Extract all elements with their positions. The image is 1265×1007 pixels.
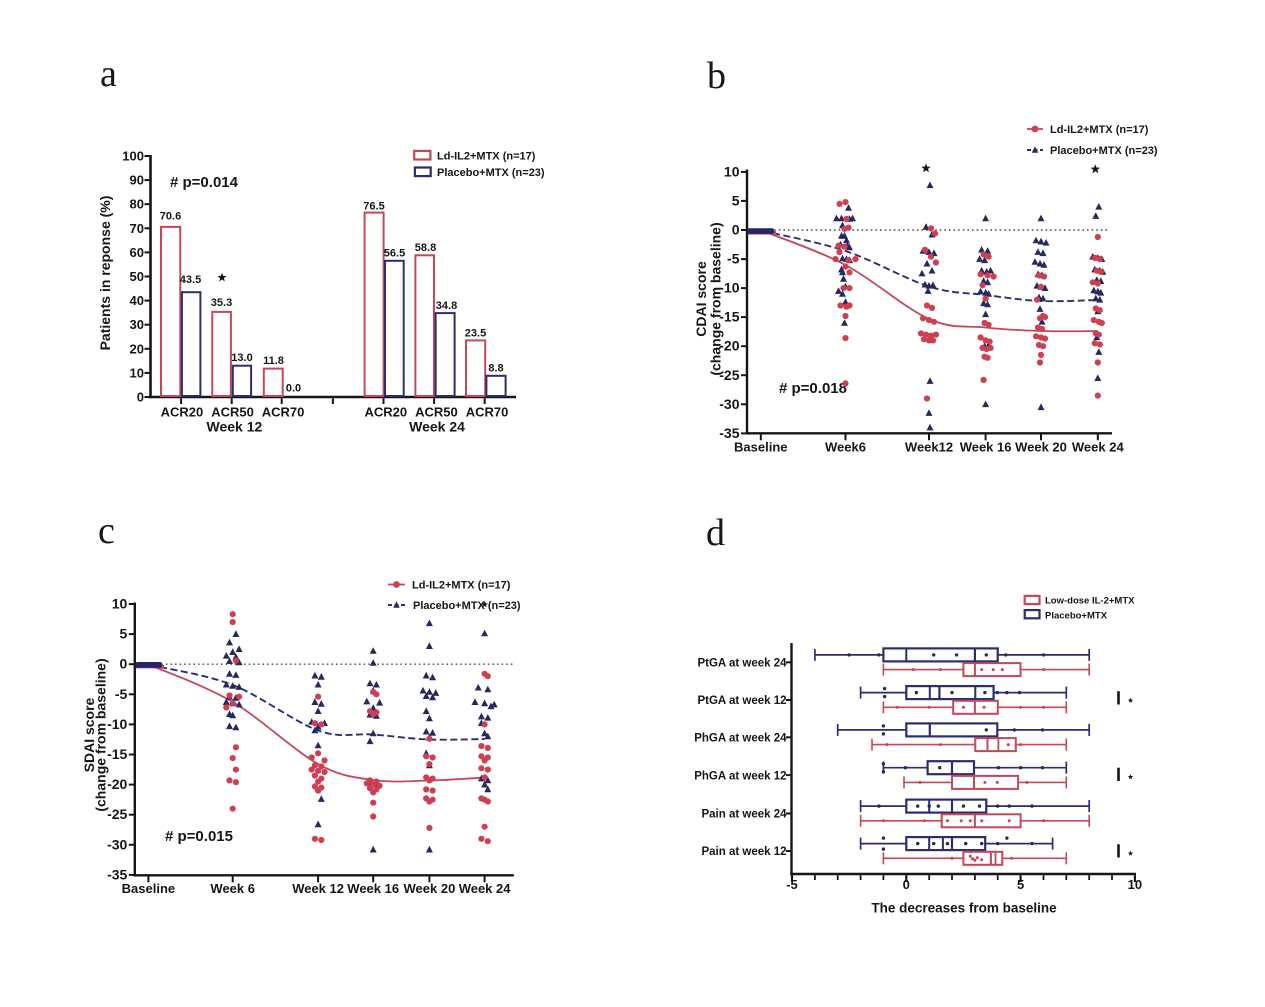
svg-text:Week 24: Week 24 — [1072, 440, 1125, 455]
svg-text:20: 20 — [130, 341, 144, 356]
svg-text:Placebo+MTX (n=23): Placebo+MTX (n=23) — [1050, 145, 1158, 157]
svg-text:0.0: 0.0 — [286, 383, 301, 395]
svg-text:Placebo+MTX (n=23): Placebo+MTX (n=23) — [437, 167, 545, 179]
svg-text:5: 5 — [120, 626, 128, 642]
svg-text:ACR20: ACR20 — [364, 405, 407, 420]
svg-text:# p=0.014: # p=0.014 — [170, 174, 239, 191]
svg-text:10: 10 — [130, 365, 144, 380]
svg-text:-30: -30 — [719, 396, 739, 412]
svg-text:-25: -25 — [107, 806, 127, 822]
svg-text:60: 60 — [130, 245, 144, 260]
svg-text:Week 12: Week 12 — [207, 419, 263, 435]
svg-text:-5: -5 — [786, 877, 798, 892]
svg-text:-20: -20 — [719, 338, 739, 354]
svg-text:Ld-IL2+MTX (n=17): Ld-IL2+MTX (n=17) — [412, 580, 511, 592]
svg-text:-25: -25 — [719, 367, 739, 383]
svg-text:35.3: 35.3 — [211, 297, 232, 309]
svg-text:PhGA at week 12: PhGA at week 12 — [694, 770, 786, 782]
svg-text:CDAI score: CDAI score — [693, 261, 709, 337]
svg-text:The decreases from baseline: The decreases from baseline — [871, 901, 1057, 916]
svg-text:Week 20: Week 20 — [1015, 440, 1067, 455]
svg-text:PtGA at week 12: PtGA at week 12 — [697, 695, 786, 707]
svg-text:40: 40 — [130, 293, 144, 308]
svg-text:0: 0 — [732, 222, 740, 238]
svg-text:-30: -30 — [107, 836, 127, 852]
svg-text:Week 12: Week 12 — [292, 881, 344, 896]
svg-text:Week6: Week6 — [825, 440, 866, 455]
svg-text:Week 16: Week 16 — [960, 440, 1012, 455]
svg-text:# p=0.015: # p=0.015 — [165, 828, 233, 845]
svg-text:PhGA at week 24: PhGA at week 24 — [694, 733, 787, 745]
svg-text:5: 5 — [1017, 877, 1024, 892]
svg-text:13.0: 13.0 — [231, 352, 252, 364]
svg-text:Week 16: Week 16 — [347, 881, 399, 896]
svg-text:ACR50: ACR50 — [415, 405, 458, 420]
svg-text:Ld-IL2+MTX (n=17): Ld-IL2+MTX (n=17) — [1050, 124, 1149, 136]
svg-text:SDAI score: SDAI score — [81, 697, 97, 772]
svg-text:Baseline: Baseline — [734, 440, 787, 455]
svg-text:70: 70 — [130, 221, 144, 236]
svg-text:8.8: 8.8 — [488, 363, 503, 375]
svg-text:ACR70: ACR70 — [262, 405, 305, 420]
svg-text:c: c — [98, 510, 115, 552]
svg-text:Placebo+MTX (n=23): Placebo+MTX (n=23) — [413, 600, 521, 612]
svg-text:# p=0.018: # p=0.018 — [779, 380, 847, 397]
svg-text:Pain at week 12: Pain at week 12 — [701, 846, 786, 858]
svg-text:b: b — [707, 55, 726, 97]
svg-text:-5: -5 — [727, 251, 740, 267]
svg-text:76.5: 76.5 — [363, 201, 384, 213]
svg-text:Baseline: Baseline — [122, 881, 175, 896]
svg-text:d: d — [706, 512, 725, 554]
svg-text:80: 80 — [130, 197, 144, 212]
svg-text:Week 6: Week 6 — [210, 881, 255, 896]
svg-text:34.8: 34.8 — [436, 300, 457, 312]
svg-text:(change from baseline): (change from baseline) — [708, 222, 724, 375]
svg-text:Week12: Week12 — [905, 440, 953, 455]
svg-text:ACR50: ACR50 — [211, 405, 254, 420]
svg-text:-20: -20 — [107, 776, 127, 792]
svg-text:50: 50 — [130, 269, 144, 284]
svg-text:0: 0 — [120, 656, 128, 672]
svg-text:-15: -15 — [719, 309, 739, 325]
svg-text:-35: -35 — [107, 866, 127, 882]
svg-text:ACR20: ACR20 — [161, 405, 204, 420]
svg-text:-5: -5 — [115, 686, 128, 702]
svg-text:Week 24: Week 24 — [459, 881, 512, 896]
svg-text:70.6: 70.6 — [160, 211, 181, 223]
svg-text:0: 0 — [903, 877, 910, 892]
svg-text:-10: -10 — [719, 280, 739, 296]
svg-text:30: 30 — [130, 317, 144, 332]
svg-text:5: 5 — [732, 192, 740, 208]
svg-text:Week 24: Week 24 — [409, 419, 465, 435]
svg-text:-35: -35 — [719, 425, 739, 441]
svg-text:10: 10 — [724, 163, 740, 179]
svg-text:56.5: 56.5 — [384, 248, 405, 260]
svg-text:23.5: 23.5 — [465, 328, 486, 340]
svg-text:Placebo+MTX: Placebo+MTX — [1045, 610, 1108, 621]
svg-text:100: 100 — [122, 149, 144, 164]
svg-text:10: 10 — [1128, 877, 1142, 892]
svg-text:a: a — [100, 53, 117, 95]
svg-text:-10: -10 — [107, 716, 127, 732]
svg-text:Ld-IL2+MTX (n=17): Ld-IL2+MTX (n=17) — [437, 151, 536, 163]
svg-text:Week 20: Week 20 — [404, 881, 456, 896]
svg-text:11.8: 11.8 — [263, 355, 284, 367]
svg-text:Pain at week 24: Pain at week 24 — [701, 809, 787, 821]
svg-text:ACR70: ACR70 — [466, 405, 509, 420]
svg-text:58.8: 58.8 — [415, 242, 436, 254]
svg-text:10: 10 — [112, 596, 128, 612]
svg-text:Low-dose IL-2+MTX: Low-dose IL-2+MTX — [1045, 595, 1135, 606]
svg-text:Patients in reponse (%): Patients in reponse (%) — [97, 196, 113, 351]
svg-text:PtGA at week 24: PtGA at week 24 — [697, 658, 787, 670]
svg-text:(change from baseline): (change from baseline) — [93, 658, 109, 811]
svg-text:-15: -15 — [107, 746, 127, 762]
svg-text:43.5: 43.5 — [180, 274, 201, 286]
svg-text:0: 0 — [137, 390, 144, 405]
svg-text:90: 90 — [130, 173, 144, 188]
